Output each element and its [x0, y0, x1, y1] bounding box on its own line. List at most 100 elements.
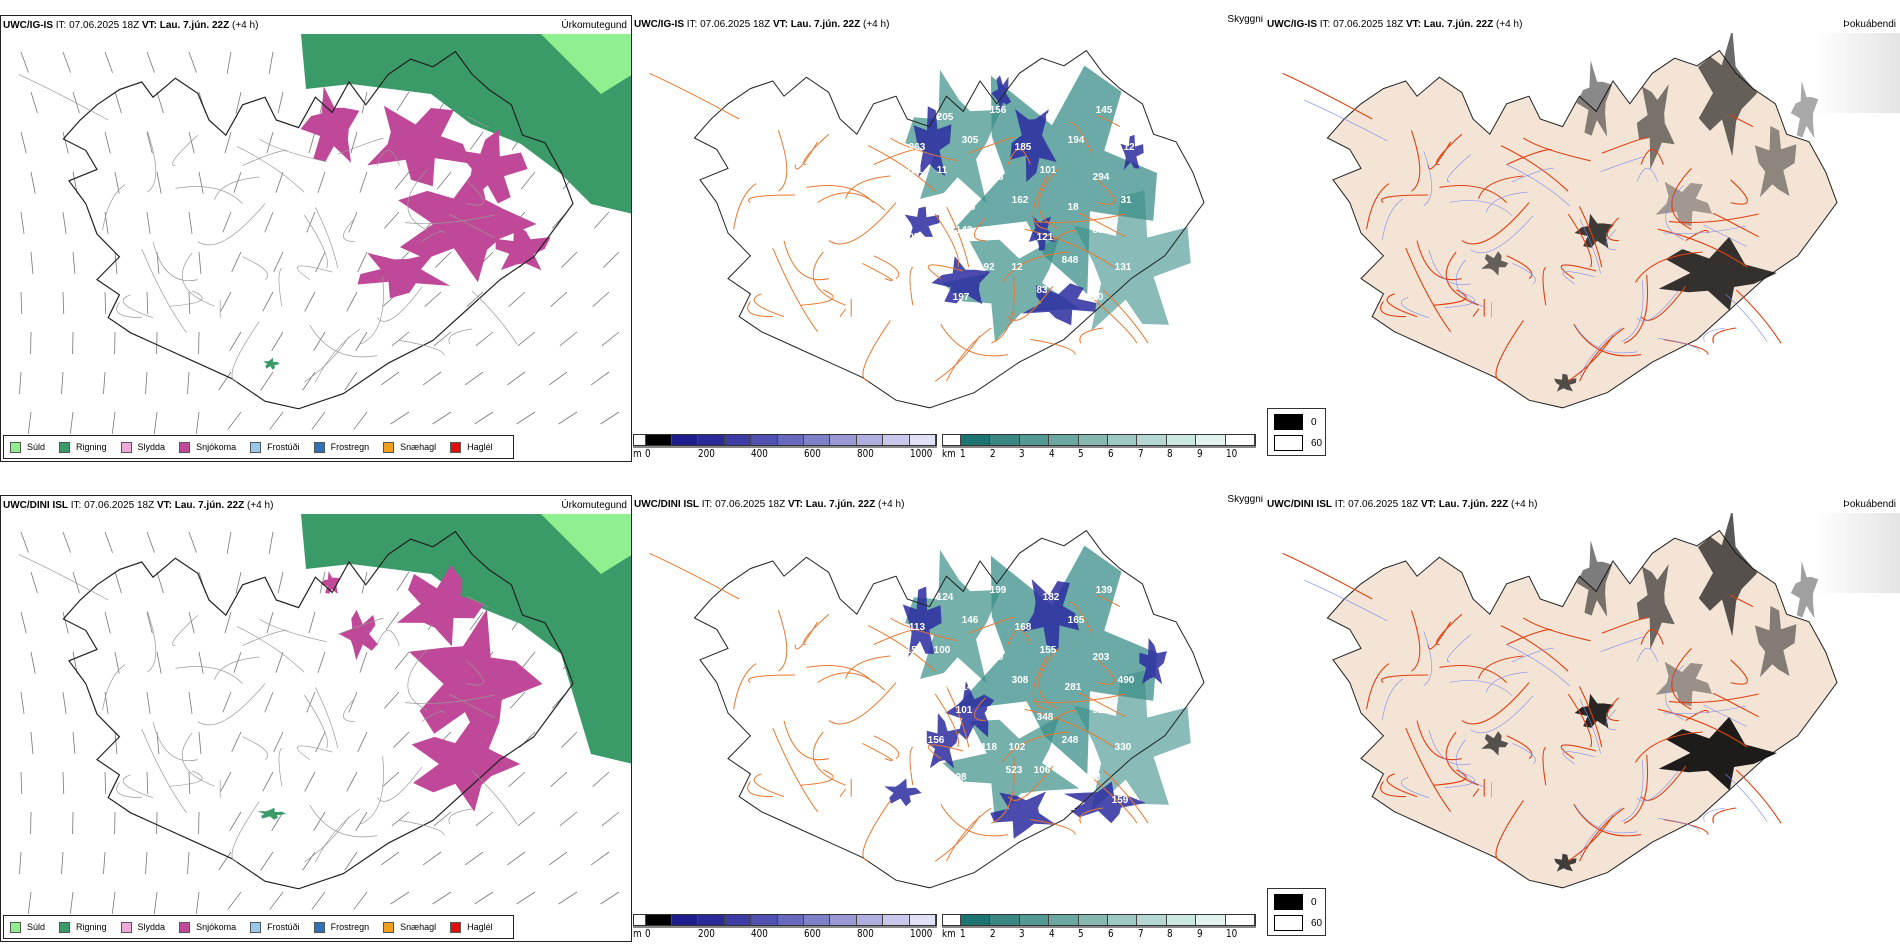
road-line: [1097, 594, 1121, 608]
road-line: [800, 289, 834, 306]
rain-area: [263, 357, 280, 370]
road-line: [748, 194, 796, 204]
road-line: [1579, 219, 1601, 274]
road-line: [1601, 616, 1648, 634]
wind-barb: [359, 651, 368, 673]
road-line: [1436, 133, 1463, 166]
wind-barb: [187, 851, 190, 874]
road-line: [1495, 800, 1524, 862]
cloud-base-value: 83: [1092, 225, 1104, 236]
snow-area: [357, 252, 451, 299]
road-line: [1636, 290, 1679, 322]
rain-area: [257, 807, 287, 820]
precip-type-map[interactable]: [1, 34, 632, 444]
wind-barb: [355, 811, 368, 832]
legend-item-snæhagl: Snæhagl: [383, 921, 436, 933]
road-line: [1366, 663, 1390, 710]
road-line: [1439, 184, 1507, 203]
road-line: [1102, 289, 1149, 344]
wind-barb: [506, 851, 526, 866]
road-line: [1640, 765, 1687, 801]
road-line: [845, 655, 891, 679]
road-line: [1665, 184, 1685, 240]
wind-barb: [111, 891, 116, 914]
road-line: [1523, 137, 1591, 162]
road-line: [466, 660, 484, 686]
legend-item-haglél: Haglél: [450, 921, 493, 933]
road-line: [1455, 739, 1487, 788]
road-line: [828, 202, 897, 245]
cloud-base-value: 185: [1015, 142, 1032, 153]
fog-panel-top: UWC/IG-IS IT: 07.06.2025 18Z VT: Lau. 7.…: [1265, 15, 1900, 462]
wind-barb: [382, 771, 400, 788]
wind-barb: [30, 571, 38, 594]
fog-map[interactable]: [1265, 513, 1900, 923]
road-line: [1097, 114, 1121, 128]
cloud-base-map[interactable]: 16 205 156 67 145 263 305 185 194 12 11 155 101 294 19…: [632, 33, 1265, 428]
legend-item-snjókoma: Snjókoma: [179, 441, 236, 453]
wind-barb: [104, 691, 109, 714]
road-line: [1024, 708, 1115, 748]
road-line: [649, 72, 740, 120]
road-line: [1001, 251, 1070, 283]
fog-map[interactable]: [1265, 33, 1900, 443]
road-line: [1657, 228, 1748, 268]
wind-barb: [273, 731, 284, 753]
road-line: [817, 192, 886, 211]
snow-area: [409, 609, 543, 756]
cloud-base-panel-top: UWC/IG-IS IT: 07.06.2025 18Z VT: Lau. 7.…: [632, 15, 1265, 462]
wind-barb: [548, 371, 568, 386]
cloud-base-value: 92: [983, 262, 995, 273]
wind-barb: [266, 131, 274, 154]
fog-area: [1576, 540, 1613, 617]
legend-item-frostúði: Frostúði: [250, 441, 300, 453]
road-line: [839, 788, 847, 797]
wind-barb: [20, 51, 29, 73]
legend-item-frostregn: Frostregn: [313, 921, 369, 933]
wind-barb: [344, 851, 358, 871]
cloud-base-value: 329: [984, 225, 1001, 236]
wind-barb: [359, 171, 368, 193]
cloud-base-panel-bottom: UWC/DINI ISL IT: 07.06.2025 18Z VT: Lau.…: [632, 495, 1265, 942]
legend-label: Snjókoma: [196, 922, 237, 932]
wind-barb: [592, 291, 610, 308]
wind-barb: [273, 251, 284, 273]
cloud-base-value: 140: [884, 585, 901, 596]
road-line: [1304, 579, 1388, 622]
fog-area: [1481, 251, 1509, 276]
wind-barb: [353, 411, 368, 430]
wind-barb: [227, 411, 242, 430]
road-line: [1069, 601, 1093, 634]
snow-area: [397, 565, 485, 647]
road-line: [1038, 648, 1059, 710]
road-line: [1445, 731, 1479, 786]
wind-barb: [188, 771, 191, 795]
wind-barb: [269, 891, 284, 910]
legend-swatch: [250, 921, 262, 933]
wind-barb: [19, 371, 22, 394]
cloud-base-value: 124: [937, 592, 954, 603]
wind-barb: [220, 291, 232, 312]
road-line: [1428, 249, 1471, 286]
coastline: [62, 50, 574, 410]
wind-barb: [104, 211, 109, 234]
road-line: [466, 595, 490, 608]
legend-label: Rigning: [76, 442, 107, 452]
road-line: [777, 130, 788, 192]
road-line: [794, 621, 819, 650]
wind-barb: [104, 291, 107, 315]
road-line: [1600, 637, 1643, 652]
wind-barb: [516, 891, 536, 905]
wind-barb: [396, 91, 410, 111]
road-line: [1035, 693, 1126, 704]
precip-type-map[interactable]: [1, 514, 632, 924]
cloud-base-map[interactable]: 140 124 199 182 139 113 146 168 165 15 100 209 155 20…: [632, 513, 1265, 908]
road-line: [945, 327, 992, 382]
wind-barb: [62, 611, 69, 634]
road-line: [1079, 327, 1104, 344]
road-line: [259, 138, 327, 163]
legend-label: Frostúði: [267, 922, 300, 932]
legend-swatch: [250, 441, 262, 453]
road-line: [927, 744, 964, 760]
wind-barb: [603, 251, 620, 268]
